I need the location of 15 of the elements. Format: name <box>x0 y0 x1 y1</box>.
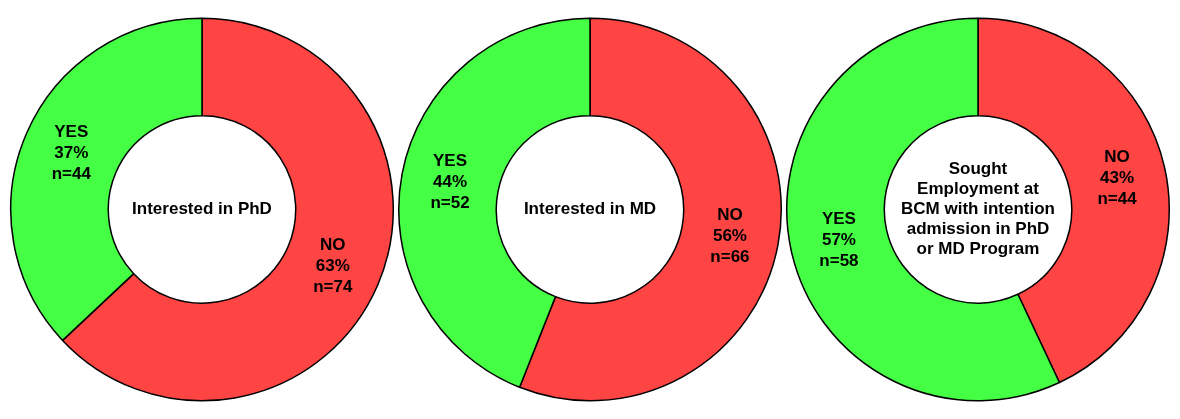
data-label: 63% n=74 <box>313 255 353 296</box>
data-label: 56% n=66 <box>710 225 750 266</box>
text: Sought Employment at BCM with intention admission in PhD or MD Program <box>901 159 1055 259</box>
text: Interested in MD <box>523 199 657 219</box>
text: Interested in PhD <box>132 199 272 219</box>
slice-label: NO <box>1104 147 1130 167</box>
slice-label: NO <box>320 234 346 254</box>
data-label: 43% n=44 <box>1097 168 1138 209</box>
slice-label: YES <box>433 151 468 171</box>
data-label: 44% n=52 <box>430 172 470 213</box>
slice-label: NO <box>717 204 743 224</box>
slice-label: YES <box>54 121 89 141</box>
data-label: 37% n=44 <box>51 142 92 183</box>
slice-label: YES <box>821 209 856 229</box>
data-label: 57% n=58 <box>819 230 859 271</box>
